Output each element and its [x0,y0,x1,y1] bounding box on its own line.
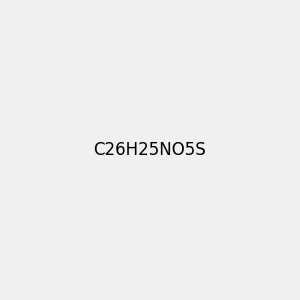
Text: C26H25NO5S: C26H25NO5S [94,141,206,159]
